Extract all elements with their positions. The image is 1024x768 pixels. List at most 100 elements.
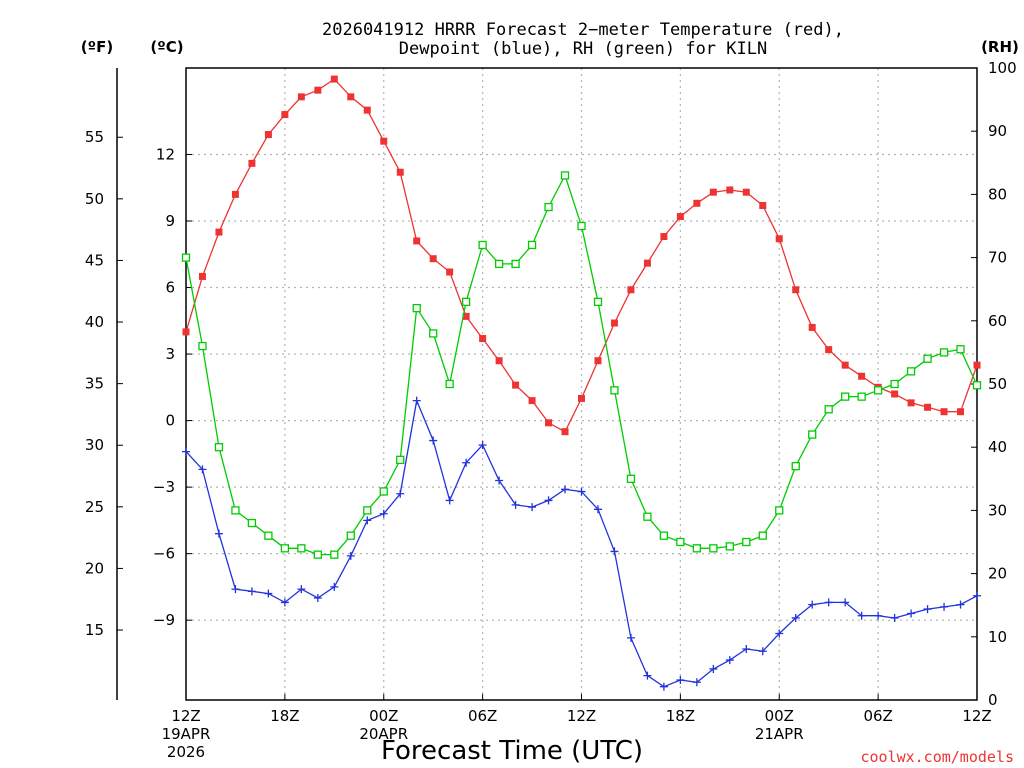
temperature-point xyxy=(495,357,503,365)
x-tick-label: 12Z xyxy=(567,707,596,725)
dewpoint-point xyxy=(775,629,784,638)
temperature-point xyxy=(924,403,932,411)
dewpoint-point xyxy=(841,598,850,607)
dewpoint-point xyxy=(182,447,190,456)
y-axis-ticks: 129630−3−6−95550454035302520151009080706… xyxy=(85,59,1017,709)
temperature-point xyxy=(627,286,635,294)
temperature-point xyxy=(561,428,569,436)
dewpoint-point xyxy=(758,647,767,656)
dewpoint-point xyxy=(907,609,916,618)
dewpoint-point xyxy=(857,611,866,620)
x-tick-label: 06Z xyxy=(863,707,892,725)
rh-point xyxy=(560,171,570,180)
rh-point xyxy=(676,537,685,547)
temperature-series xyxy=(182,75,981,436)
temperature-point xyxy=(610,319,618,327)
temperature-point xyxy=(660,233,668,241)
dewpoint-point xyxy=(214,529,223,538)
plot-frame xyxy=(185,67,978,701)
rh-unit-label: (RH) xyxy=(981,38,1019,56)
rh-point xyxy=(247,518,257,528)
fahrenheit-unit-label: (ºF) xyxy=(81,38,113,56)
temperature-point xyxy=(479,335,487,343)
dewpoint-point xyxy=(445,496,454,505)
temperature-point xyxy=(182,328,190,336)
rh-point xyxy=(643,512,652,521)
rh-point xyxy=(461,297,471,306)
x-tick-label: 06Z xyxy=(468,707,497,725)
rh-point xyxy=(396,455,405,464)
rh-point xyxy=(692,544,702,553)
temperature-point xyxy=(429,255,437,263)
dewpoint-point xyxy=(478,440,487,449)
dewpoint-point xyxy=(330,582,339,591)
dewpoint-series xyxy=(182,396,981,691)
rh-point xyxy=(725,542,734,551)
dewpoint-point xyxy=(396,489,405,498)
temperature-point xyxy=(891,390,899,398)
x-axis-title: Forecast Time (UTC) xyxy=(381,736,643,766)
celsius-tick-label: −9 xyxy=(153,611,175,629)
rh-point xyxy=(775,506,784,515)
temperature-point xyxy=(578,394,585,402)
rh-tick-label: 20 xyxy=(988,565,1007,583)
x-tick-label: 12Z xyxy=(171,707,200,725)
rh-point xyxy=(280,544,290,553)
temperature-point xyxy=(396,168,404,176)
temperature-point xyxy=(676,213,684,221)
dewpoint-point xyxy=(280,598,289,607)
dewpoint-point xyxy=(791,613,800,622)
x-tick-label: 18Z xyxy=(270,707,299,725)
rh-point xyxy=(610,386,619,395)
rh-point xyxy=(939,348,949,357)
temperature-point xyxy=(512,381,520,389)
temperature-point xyxy=(759,201,767,209)
dewpoint-point xyxy=(692,678,701,687)
rh-point xyxy=(824,405,833,414)
dewpoint-point xyxy=(346,551,355,560)
dewpoint-point xyxy=(940,602,949,611)
rh-tick-label: 90 xyxy=(988,122,1007,140)
chart-title-line1: 2026041912 HRRR Forecast 2−meter Tempera… xyxy=(322,20,844,40)
rh-tick-label: 50 xyxy=(988,375,1007,393)
temperature-point xyxy=(709,188,717,196)
rh-point xyxy=(511,259,520,269)
rh-point xyxy=(346,531,355,540)
dewpoint-point xyxy=(923,605,932,614)
fahrenheit-tick-label: 20 xyxy=(85,559,104,577)
temperature-point xyxy=(281,111,289,119)
rh-point xyxy=(445,379,454,389)
dewpoint-point xyxy=(231,585,240,594)
dewpoint-point xyxy=(528,503,537,512)
rh-tick-label: 0 xyxy=(988,691,998,709)
rh-point xyxy=(198,341,207,351)
temperature-point xyxy=(825,346,833,354)
rh-tick-label: 40 xyxy=(988,438,1007,456)
temperature-point xyxy=(841,361,849,369)
temperature-point xyxy=(726,186,734,194)
fahrenheit-tick-label: 45 xyxy=(85,251,104,269)
temperature-point xyxy=(742,188,750,196)
temperature-point xyxy=(973,361,981,369)
temperature-point xyxy=(693,199,701,207)
temperature-point xyxy=(907,399,915,407)
credit-label: coolwx.com/models xyxy=(860,748,1014,766)
temperature-point xyxy=(413,237,421,245)
dewpoint-point xyxy=(824,598,833,607)
fahrenheit-tick-label: 30 xyxy=(85,436,104,454)
rh-tick-label: 70 xyxy=(988,249,1007,267)
rh-point xyxy=(478,240,487,250)
temperature-point xyxy=(363,106,371,114)
dewpoint-point xyxy=(412,396,421,405)
grid-lines xyxy=(186,68,977,700)
rh-point xyxy=(577,221,586,231)
dewpoint-point xyxy=(890,613,899,622)
dewpoint-point xyxy=(725,656,734,665)
dewpoint-point xyxy=(577,487,586,496)
temperature-point xyxy=(215,228,223,236)
dewpoint-point xyxy=(379,509,388,518)
fahrenheit-tick-label: 15 xyxy=(85,621,104,639)
temperature-point xyxy=(264,131,272,139)
